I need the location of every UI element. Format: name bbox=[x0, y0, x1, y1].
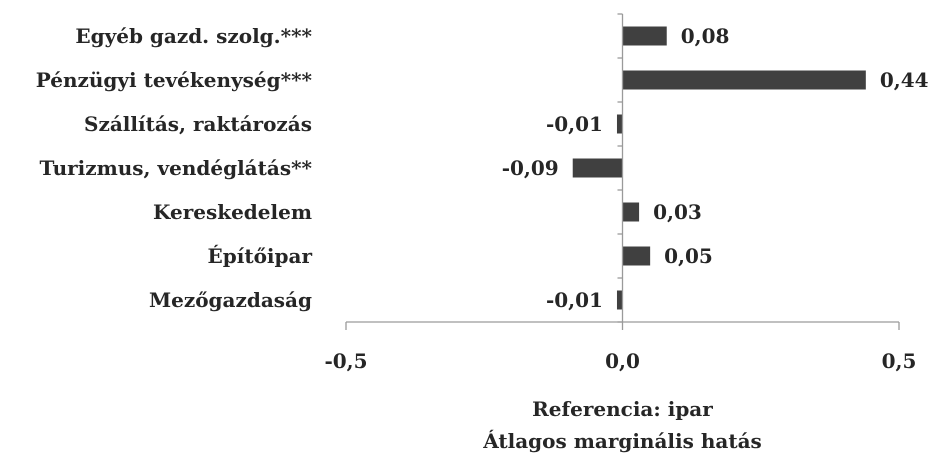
bar bbox=[616, 114, 623, 134]
category-label: Turizmus, vendéglátás** bbox=[40, 156, 313, 180]
labels-layer: -0,5 0,0 0,5 Egyéb gazd. szolg.*** 0,08 Pénzü… bbox=[36, 24, 929, 373]
category-label: Kereskedelem bbox=[153, 200, 312, 224]
value-label: -0,09 bbox=[502, 156, 559, 180]
category-label: Mezőgazdaság bbox=[149, 288, 312, 312]
x-tick-label: 0,5 bbox=[882, 349, 917, 373]
x-tick-label: 0,0 bbox=[605, 349, 640, 373]
x-axis-title-line-2: Átlagos marginális hatás bbox=[482, 429, 762, 453]
value-label: -0,01 bbox=[546, 288, 603, 312]
axis-ticks bbox=[345, 13, 900, 330]
bar bbox=[622, 202, 640, 222]
bar bbox=[622, 26, 667, 46]
bar bbox=[572, 158, 623, 178]
bar bbox=[622, 246, 651, 266]
value-label: 0,08 bbox=[681, 24, 730, 48]
category-label: Egyéb gazd. szolg.*** bbox=[75, 24, 312, 48]
x-tick-label: -0,5 bbox=[324, 349, 367, 373]
value-label: 0,05 bbox=[664, 244, 713, 268]
bar bbox=[622, 70, 866, 90]
value-label: 0,44 bbox=[880, 68, 929, 92]
category-label: Építőipar bbox=[208, 244, 313, 268]
bars-layer bbox=[572, 26, 866, 310]
category-label: Szállítás, raktározás bbox=[84, 112, 312, 136]
value-label: 0,03 bbox=[653, 200, 702, 224]
x-axis-title-line-1: Referencia: ipar bbox=[532, 397, 713, 421]
bar bbox=[616, 290, 623, 310]
value-label: -0,01 bbox=[546, 112, 603, 136]
category-label: Pénzügyi tevékenység*** bbox=[36, 68, 313, 92]
